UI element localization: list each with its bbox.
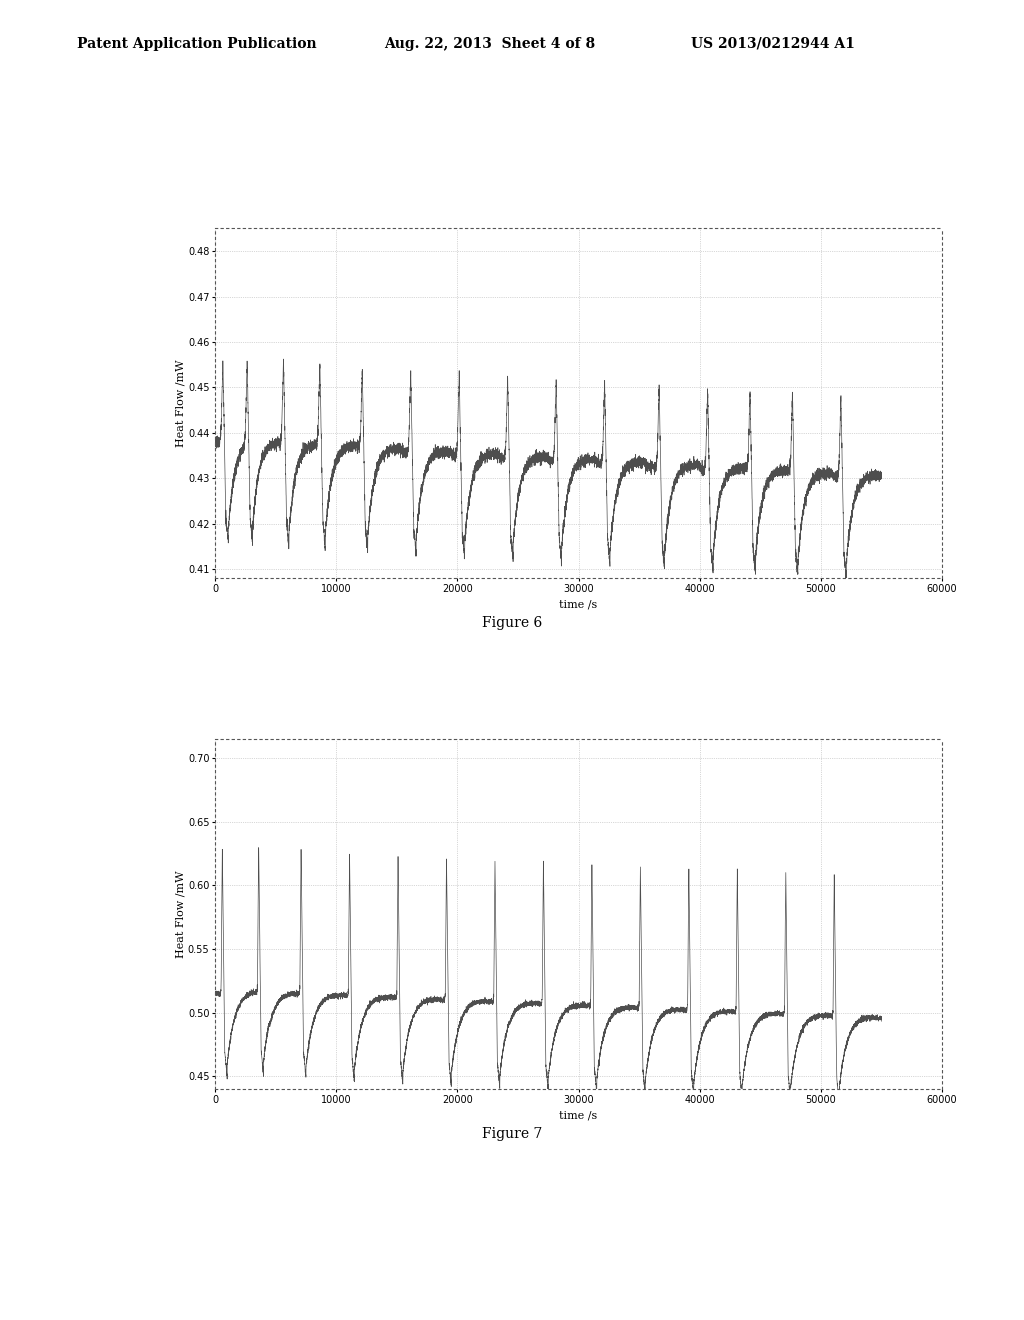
Text: Aug. 22, 2013  Sheet 4 of 8: Aug. 22, 2013 Sheet 4 of 8 (384, 37, 595, 51)
Text: Patent Application Publication: Patent Application Publication (77, 37, 316, 51)
Y-axis label: Heat Flow /mW: Heat Flow /mW (175, 359, 185, 447)
Y-axis label: Heat Flow /mW: Heat Flow /mW (175, 870, 185, 958)
Text: Figure 7: Figure 7 (482, 1127, 542, 1142)
X-axis label: time /s: time /s (559, 1110, 598, 1121)
X-axis label: time /s: time /s (559, 599, 598, 610)
Text: US 2013/0212944 A1: US 2013/0212944 A1 (691, 37, 855, 51)
Text: Figure 6: Figure 6 (482, 616, 542, 631)
